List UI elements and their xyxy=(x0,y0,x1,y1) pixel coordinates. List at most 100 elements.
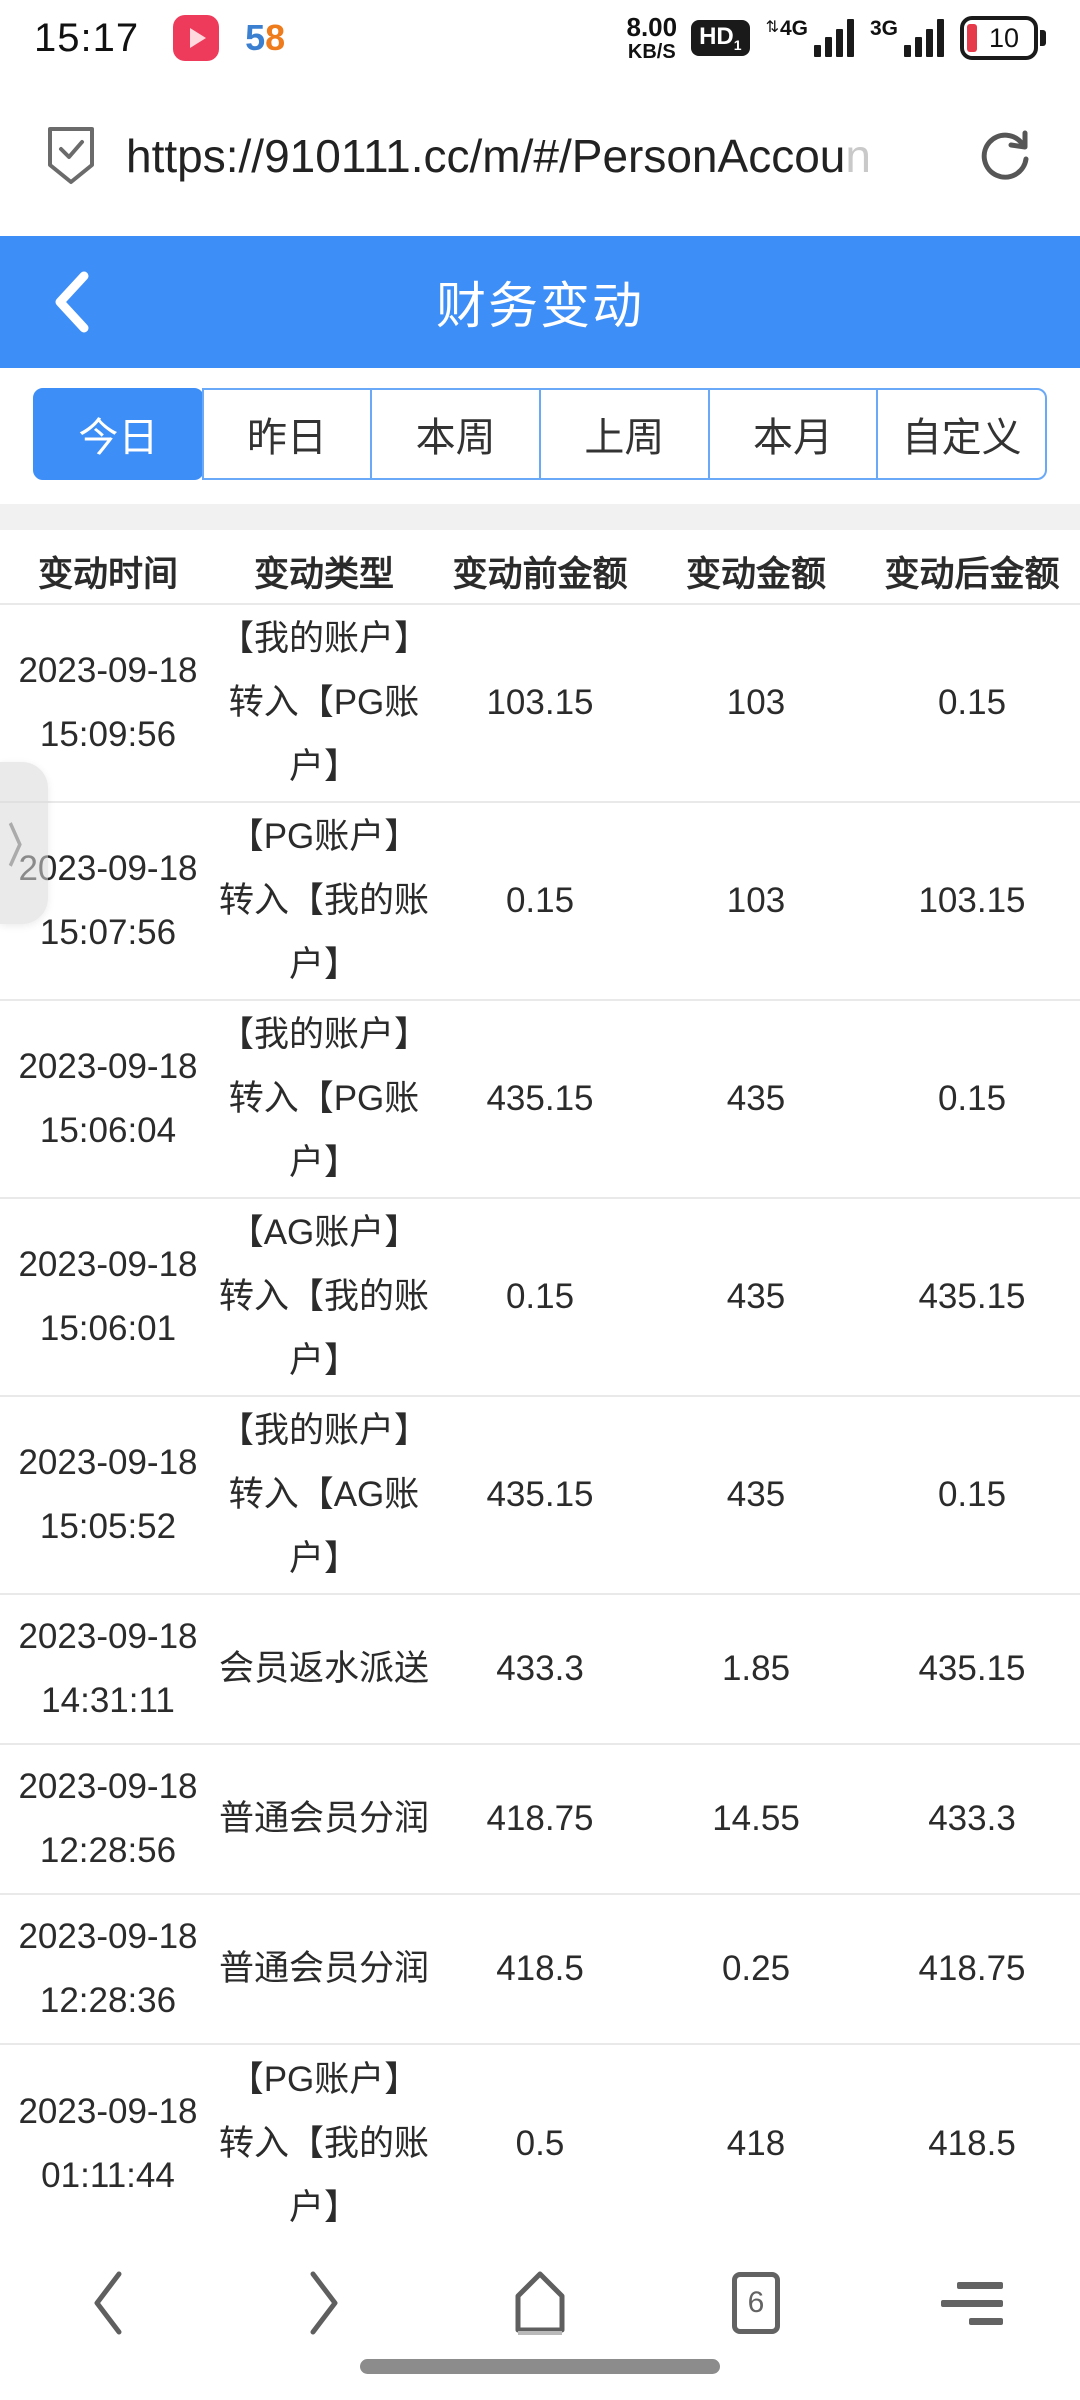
table-row: 2023-09-18 14:31:11 会员返水派送 433.3 1.85 435… xyxy=(0,1594,1080,1744)
change-type-cell: 【AG账户】转入【我的账户】 xyxy=(218,1213,429,1380)
nav-forward-button[interactable] xyxy=(216,2250,432,2356)
refresh-icon[interactable] xyxy=(978,127,1036,185)
clock: 15:17 xyxy=(34,15,140,60)
change-time-cell: 2023-09-18 12:28:56 xyxy=(18,1767,198,1870)
filter-tab-4[interactable]: 上周 xyxy=(539,388,710,480)
column-header: 变动金额 xyxy=(685,555,826,594)
transactions-table: 变动时间 变动类型 变动前金额 变动金额 变动后金额 2023-09-18 15:09:5… xyxy=(0,546,1080,2242)
change-time-cell: 2023-09-18 15:09:56 xyxy=(18,651,198,754)
battery-icon: 10 xyxy=(960,16,1046,60)
amount-change-cell: 103 xyxy=(726,683,786,722)
amount-after-cell: 435.15 xyxy=(918,1277,1026,1316)
amount-after-cell: 103.15 xyxy=(918,881,1026,920)
home-icon xyxy=(515,2271,565,2335)
table-row: 2023-09-18 12:28:56 普通会员分润 418.75 14.55 4… xyxy=(0,1744,1080,1894)
amount-after-cell: 435.15 xyxy=(918,1649,1026,1688)
filter-tab-1[interactable]: 今日 xyxy=(33,388,204,480)
change-time-cell: 2023-09-18 15:05:52 xyxy=(18,1443,198,1546)
section-divider xyxy=(0,504,1080,530)
table-row: 2023-09-18 12:28:36 普通会员分润 418.5 0.25 418… xyxy=(0,1894,1080,2044)
table-row: 2023-09-18 15:06:04 【我的账户】转入【PG账户】 435.15… xyxy=(0,1000,1080,1198)
nav-home-button[interactable] xyxy=(432,2250,648,2356)
signal-4g-icon: ⇅ 4G xyxy=(766,18,854,57)
table-row: 2023-09-18 15:06:01 【AG账户】转入【我的账户】 0.15 4… xyxy=(0,1198,1080,1396)
change-time-cell: 2023-09-18 15:06:04 xyxy=(18,1047,198,1150)
amount-change-cell: 14.55 xyxy=(712,1799,800,1838)
amount-before-cell: 418.75 xyxy=(486,1799,594,1838)
58-app-notification-icon: 58 xyxy=(245,17,286,58)
chevron-right-icon xyxy=(310,2271,338,2335)
filter-tab-3[interactable]: 本周 xyxy=(370,388,542,480)
amount-change-cell: 103 xyxy=(726,881,786,920)
amount-before-cell: 0.15 xyxy=(505,881,575,920)
browser-address-bar[interactable]: https://910111.cc/m/#/PersonAccoun xyxy=(0,76,1080,236)
table-row: 2023-09-18 15:09:56 【我的账户】转入【PG账户】 103.15… xyxy=(0,604,1080,802)
network-speed: 8.00 KB/S xyxy=(626,12,678,63)
amount-after-cell: 418.5 xyxy=(928,2123,1016,2163)
change-type-cell: 【我的账户】转入【PG账户】 xyxy=(218,619,429,786)
change-type-cell: 会员返水派送 xyxy=(218,1649,429,1688)
browser-bottom-nav: 6 xyxy=(0,2250,1080,2400)
url-field[interactable]: https://910111.cc/m/#/PersonAccoun xyxy=(126,130,871,182)
amount-change-cell: 435 xyxy=(726,1475,786,1514)
hd-voice-icon: HD1 xyxy=(691,19,750,57)
change-type-cell: 普通会员分润 xyxy=(218,1799,429,1838)
amount-before-cell: 0.5 xyxy=(515,2123,565,2163)
table-row: 2023-09-18 15:05:52 【我的账户】转入【AG账户】 435.15… xyxy=(0,1396,1080,1594)
amount-change-cell: 435 xyxy=(726,1079,786,1118)
column-header: 变动前金额 xyxy=(452,555,628,594)
change-time-cell: 2023-09-18 15:07:56 xyxy=(18,849,198,952)
amount-change-cell: 418 xyxy=(726,2123,786,2163)
amount-before-cell: 435.15 xyxy=(486,1079,594,1118)
menu-icon xyxy=(941,2281,1003,2325)
table-header-row: 变动时间 变动类型 变动前金额 变动金额 变动后金额 xyxy=(0,546,1080,604)
amount-change-cell: 1.85 xyxy=(721,1649,791,1688)
chevron-right-icon: 〉 xyxy=(7,820,41,872)
amount-change-cell: 435 xyxy=(726,1277,786,1316)
amount-before-cell: 0.15 xyxy=(505,1277,575,1316)
amount-after-cell: 0.15 xyxy=(937,1475,1007,1514)
gesture-bar[interactable] xyxy=(360,2359,720,2374)
amount-before-cell: 433.3 xyxy=(496,1649,584,1688)
filter-tab-6[interactable]: 自定义 xyxy=(876,388,1048,480)
amount-before-cell: 435.15 xyxy=(486,1475,594,1514)
nav-menu-button[interactable] xyxy=(864,2250,1080,2356)
change-time-cell: 2023-09-18 14:31:11 xyxy=(18,1617,198,1720)
change-type-cell: 【PG账户】转入【我的账户】 xyxy=(218,817,429,984)
change-type-cell: 【PG账户】转入【我的账户】 xyxy=(218,2059,429,2227)
change-type-cell: 【我的账户】转入【AG账户】 xyxy=(218,1411,429,1578)
tab-count-icon: 6 xyxy=(732,2272,780,2334)
amount-after-cell: 433.3 xyxy=(928,1799,1016,1838)
amount-after-cell: 418.75 xyxy=(918,1949,1026,1988)
amount-after-cell: 0.15 xyxy=(937,1079,1007,1118)
change-time-cell: 2023-09-18 15:06:01 xyxy=(18,1245,198,1348)
amount-change-cell: 0.25 xyxy=(721,1949,791,1988)
drawer-handle[interactable]: 〉 xyxy=(0,762,48,924)
change-time-cell: 2023-09-18 12:28:36 xyxy=(18,1917,198,2020)
page-title: 财务变动 xyxy=(436,278,644,334)
filter-tab-2[interactable]: 昨日 xyxy=(201,388,373,480)
back-chevron-icon xyxy=(55,271,89,333)
filter-tab-5[interactable]: 本月 xyxy=(707,388,879,480)
column-header: 变动类型 xyxy=(253,555,394,594)
date-filter-tabs: 今日 昨日 本周 上周 本月 自定义 xyxy=(33,388,1048,480)
status-bar: 15:17 58 8.00 KB/S HD1 ⇅ 4G 3G 10 xyxy=(0,0,1080,76)
column-header: 变动后金额 xyxy=(884,555,1060,594)
change-time-cell: 2023-09-18 01:11:44 xyxy=(18,2091,198,2195)
signal-3g-icon: 3G xyxy=(870,18,944,57)
amount-after-cell: 0.15 xyxy=(937,683,1007,722)
nav-tabs-button[interactable]: 6 xyxy=(648,2250,864,2356)
column-header: 变动时间 xyxy=(37,555,178,594)
change-type-cell: 普通会员分润 xyxy=(218,1949,429,1988)
nav-back-button[interactable] xyxy=(0,2250,216,2356)
chevron-left-icon xyxy=(94,2271,122,2335)
amount-before-cell: 418.5 xyxy=(496,1949,584,1988)
table-row: 2023-09-18 01:11:44 【PG账户】转入【我的账户】 0.5 41… xyxy=(0,2044,1080,2242)
table-row: 2023-09-18 15:07:56 【PG账户】转入【我的账户】 0.15 1… xyxy=(0,802,1080,1000)
back-button[interactable] xyxy=(38,236,106,368)
amount-before-cell: 103.15 xyxy=(486,683,594,722)
site-security-icon[interactable] xyxy=(44,125,98,187)
change-type-cell: 【我的账户】转入【PG账户】 xyxy=(218,1015,429,1182)
video-app-notification-icon xyxy=(173,15,220,61)
